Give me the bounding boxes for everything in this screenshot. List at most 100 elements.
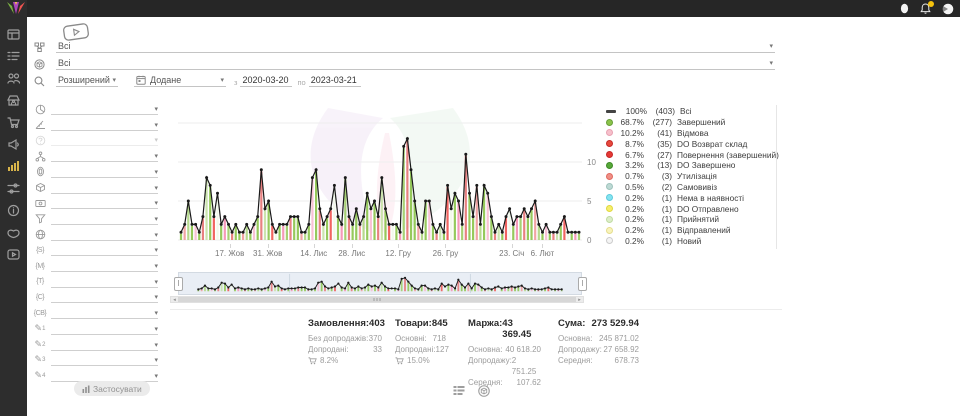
legend-item[interactable]: 0.2%(1)Новий bbox=[606, 236, 774, 247]
legend-item[interactable]: 68.7%(277)Завершений bbox=[606, 117, 774, 128]
filter-select[interactable]: ▾ bbox=[51, 323, 158, 335]
legend-dot-swatch bbox=[606, 162, 613, 169]
product-select[interactable]: Всі ▾ bbox=[56, 58, 775, 70]
legend-percent: 0.7% bbox=[618, 171, 644, 181]
filter-row-brace-T: {T}▾ bbox=[33, 273, 158, 288]
legend-count: (403) bbox=[650, 106, 675, 116]
sidebar-item-store[interactable] bbox=[7, 94, 21, 107]
avatar-icon[interactable] bbox=[942, 3, 954, 15]
x-tick: 17. Жов bbox=[215, 249, 244, 258]
search-mode-select[interactable]: Розширений ▾ bbox=[56, 75, 118, 87]
filter-row-funnel: ▾ bbox=[33, 210, 158, 225]
filter-select[interactable]: ▾ bbox=[51, 150, 158, 162]
topbar bbox=[0, 0, 960, 17]
scroll-left-icon[interactable]: ◂ bbox=[171, 297, 178, 302]
filter-select[interactable]: ▾ bbox=[51, 307, 158, 319]
legend-item[interactable]: 100%(403)Всі bbox=[606, 106, 774, 117]
custom-field-icon: ✎3 bbox=[33, 354, 47, 366]
legend-item[interactable]: 0.2%(1)Відправлений bbox=[606, 225, 774, 236]
filter-select[interactable]: ▾ bbox=[51, 182, 158, 194]
chart-navigator[interactable] bbox=[178, 272, 582, 295]
legend-dot-swatch bbox=[606, 216, 613, 223]
filter-select[interactable]: ▾ bbox=[51, 103, 158, 115]
main-chart[interactable] bbox=[178, 103, 582, 248]
navigator-left-handle[interactable] bbox=[174, 277, 183, 291]
legend-item[interactable]: 0.5%(2)Самовивіз bbox=[606, 182, 774, 193]
legend-item[interactable]: 3.2%(13)DO Завершено bbox=[606, 160, 774, 171]
products-icon[interactable] bbox=[477, 384, 490, 397]
sidebar-item-orders[interactable] bbox=[7, 50, 21, 63]
video-tour-icon[interactable] bbox=[60, 22, 92, 42]
chart-legend: 100%(403)Всі68.7%(277)Завершений10.2%(41… bbox=[606, 106, 774, 246]
chart-icon bbox=[82, 385, 90, 393]
legend-count: (1) bbox=[647, 204, 672, 214]
legend-item[interactable]: 0.7%(3)Утилізація bbox=[606, 171, 774, 182]
legend-item[interactable]: 0.2%(1)DO Отправлено bbox=[606, 203, 774, 214]
date-from-input[interactable]: 2020-03-20 bbox=[240, 75, 292, 87]
funnel-icon bbox=[33, 213, 47, 225]
stat-column-товари: Товари:845Основні:718Допродані:12715.0% bbox=[395, 318, 446, 366]
calendar-icon bbox=[136, 75, 146, 85]
scroll-right-icon[interactable]: ▸ bbox=[576, 297, 583, 302]
sidebar-item-support[interactable] bbox=[7, 226, 21, 239]
y-tick: 0 bbox=[587, 236, 591, 245]
legend-dot-swatch bbox=[606, 183, 613, 190]
sidebar-item-dashboard[interactable] bbox=[7, 28, 21, 41]
legend-count: (277) bbox=[647, 117, 672, 127]
legend-item[interactable]: 10.2%(41)Відмова bbox=[606, 128, 774, 139]
chevron-down-icon: ▾ bbox=[154, 153, 158, 161]
website-icon bbox=[33, 229, 47, 241]
sidebar-item-settings[interactable] bbox=[7, 182, 21, 195]
x-tick: 31. Жов bbox=[253, 249, 282, 258]
date-field-select[interactable]: Додане ▾ bbox=[134, 75, 226, 87]
stat-title: Замовлення: bbox=[308, 318, 369, 329]
custom-field-icon: {CB} bbox=[33, 307, 47, 319]
legend-item[interactable]: 0.2%(1)Прийнятий bbox=[606, 214, 774, 225]
product-select-value: Всі bbox=[58, 58, 71, 68]
filter-row-help: ▾ bbox=[33, 131, 158, 146]
filter-select[interactable]: ▾ bbox=[51, 166, 158, 178]
status-select[interactable]: Всі ▾ bbox=[56, 41, 775, 53]
brand-logo-icon[interactable] bbox=[5, 1, 27, 16]
sidebar-item-customers[interactable] bbox=[7, 72, 21, 85]
date-to-input[interactable]: 2023-03-21 bbox=[309, 75, 361, 87]
filter-row-brace-S: {S}▾ bbox=[33, 241, 158, 256]
filter-select[interactable]: ▾ bbox=[51, 213, 158, 225]
filter-select[interactable]: ▾ bbox=[51, 354, 158, 366]
filter-select[interactable]: ▾ bbox=[51, 339, 158, 351]
filter-select[interactable]: ▾ bbox=[51, 134, 158, 146]
chevron-down-icon: ▾ bbox=[154, 342, 158, 350]
filter-select[interactable]: ▾ bbox=[51, 276, 158, 288]
sidebar-item-cart[interactable] bbox=[7, 116, 21, 129]
legend-item[interactable]: 0.2%(1)Нема в наявності bbox=[606, 192, 774, 203]
stat-sub-value: 370 bbox=[369, 333, 382, 344]
legend-item[interactable]: 6.7%(27)Повернення (завершений) bbox=[606, 149, 774, 160]
custom-field-icon: {M} bbox=[33, 260, 47, 272]
navigator-right-handle[interactable] bbox=[578, 277, 587, 291]
user-icon[interactable] bbox=[900, 3, 909, 14]
filter-select[interactable]: ▾ bbox=[51, 291, 158, 303]
level-icon bbox=[33, 119, 47, 131]
filter-row-fingerprint: ▾ bbox=[33, 163, 158, 178]
orders-list-icon[interactable] bbox=[452, 384, 465, 397]
filter-select[interactable]: ▾ bbox=[51, 244, 158, 256]
upsell-cart-icon bbox=[395, 357, 404, 365]
sidebar-item-info[interactable] bbox=[7, 204, 21, 217]
filter-select[interactable]: ▾ bbox=[51, 229, 158, 241]
legend-item[interactable]: 8.7%(35)DO Возврат склад bbox=[606, 138, 774, 149]
stat-value: 43 369.45 bbox=[502, 318, 541, 340]
filter-select[interactable]: ▾ bbox=[51, 119, 158, 131]
filter-select[interactable]: ▾ bbox=[51, 260, 158, 272]
sidebar-item-analytics[interactable] bbox=[7, 160, 21, 173]
sidebar-item-tutorials[interactable] bbox=[7, 248, 21, 261]
apply-button[interactable]: Застосувати bbox=[74, 381, 150, 396]
bell-icon[interactable] bbox=[920, 3, 931, 15]
x-tick-mark bbox=[512, 244, 513, 248]
scrollbar-thumb[interactable] bbox=[178, 297, 576, 302]
sidebar-item-marketing[interactable] bbox=[7, 138, 21, 151]
date-from-label: з bbox=[234, 78, 237, 87]
legend-percent: 0.2% bbox=[618, 193, 644, 203]
filter-select[interactable]: ▾ bbox=[51, 197, 158, 209]
stat-sub-label: Основні: bbox=[395, 333, 427, 344]
chart-scrollbar[interactable]: ◂ ▸ bbox=[170, 296, 584, 303]
